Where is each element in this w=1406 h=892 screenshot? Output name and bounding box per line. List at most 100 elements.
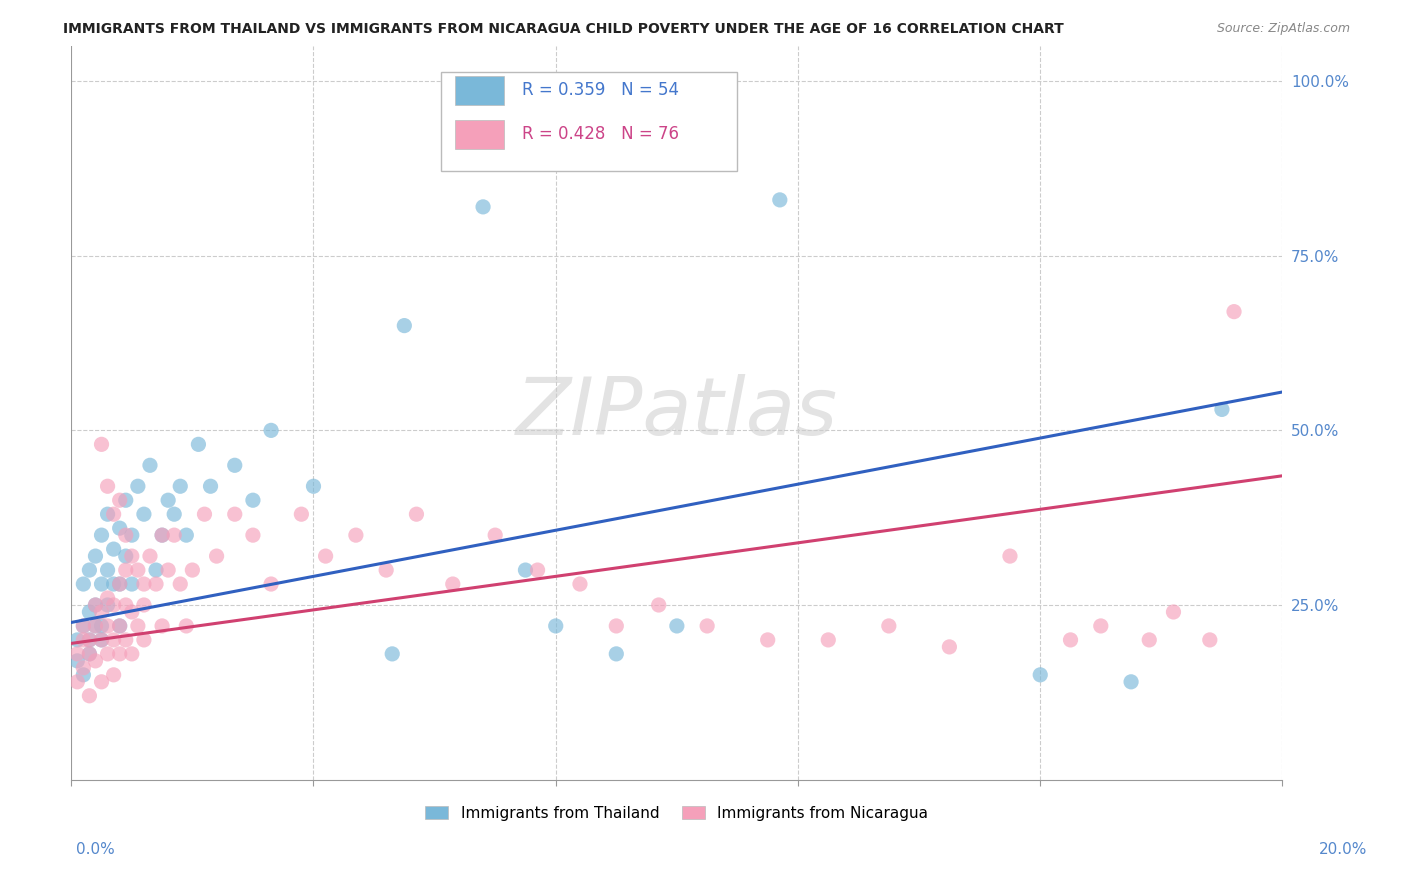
Point [114,563,136,577]
Point [1211,402,1233,417]
Point [568,577,591,591]
Point [121,528,143,542]
Point [114,528,136,542]
Point [66,632,89,647]
Point [242,493,264,508]
Point [1163,605,1185,619]
Point [72,661,94,675]
Point [375,563,398,577]
Point [103,632,125,647]
Point [441,577,464,591]
Text: 20.0%: 20.0% [1319,842,1367,856]
Point [72,619,94,633]
Point [121,577,143,591]
Point [1223,304,1246,318]
Point [90,577,112,591]
Point [665,619,688,633]
Point [108,619,131,633]
Point [97,591,120,605]
Point [394,318,416,333]
Point [90,605,112,619]
Point [132,598,155,612]
Point [84,654,107,668]
Point [79,563,101,577]
Point [97,619,120,633]
Point [150,619,173,633]
Point [114,632,136,647]
Point [97,479,120,493]
Bar [456,120,503,149]
Point [169,479,191,493]
Point [84,549,107,563]
Point [176,528,198,542]
Point [157,563,180,577]
Point [1059,632,1081,647]
Point [145,563,167,577]
Point [90,632,112,647]
Point [79,647,101,661]
Point [72,577,94,591]
Point [187,437,209,451]
Point [145,577,167,591]
Point [84,619,107,633]
Point [132,507,155,521]
Point [108,577,131,591]
Text: ZIPatlas: ZIPatlas [516,374,838,452]
Point [1198,632,1220,647]
Point [90,619,112,633]
Point [938,640,960,654]
Point [169,577,191,591]
Point [72,668,94,682]
Point [157,493,180,508]
Point [132,632,155,647]
Point [163,528,186,542]
Point [66,674,89,689]
Text: R = 0.359   N = 54: R = 0.359 N = 54 [522,81,679,99]
Bar [456,76,503,105]
Point [84,598,107,612]
Point [484,528,506,542]
Point [97,507,120,521]
Point [72,632,94,647]
Point [605,647,627,661]
Point [97,598,120,612]
FancyBboxPatch shape [440,72,737,171]
Point [121,647,143,661]
Point [1090,619,1112,633]
Point [260,577,283,591]
Point [72,619,94,633]
Point [79,647,101,661]
Point [132,577,155,591]
Point [472,200,495,214]
Point [121,549,143,563]
Point [1137,632,1160,647]
Point [181,563,204,577]
Point [756,632,779,647]
Point [139,458,162,473]
Point [84,619,107,633]
Point [79,689,101,703]
Point [127,479,149,493]
Point [66,654,89,668]
Point [605,619,627,633]
Text: Source: ZipAtlas.com: Source: ZipAtlas.com [1216,22,1350,36]
Point [344,528,367,542]
Point [103,577,125,591]
Point [90,437,112,451]
Point [108,577,131,591]
Point [84,598,107,612]
Point [515,563,537,577]
Point [224,458,246,473]
Text: R = 0.428   N = 76: R = 0.428 N = 76 [522,125,679,144]
Point [526,563,548,577]
Point [544,619,567,633]
Point [769,193,792,207]
Point [817,632,839,647]
Point [103,668,125,682]
Point [260,423,283,437]
Point [290,507,312,521]
Point [103,542,125,557]
Point [877,619,900,633]
Point [79,632,101,647]
Point [103,598,125,612]
